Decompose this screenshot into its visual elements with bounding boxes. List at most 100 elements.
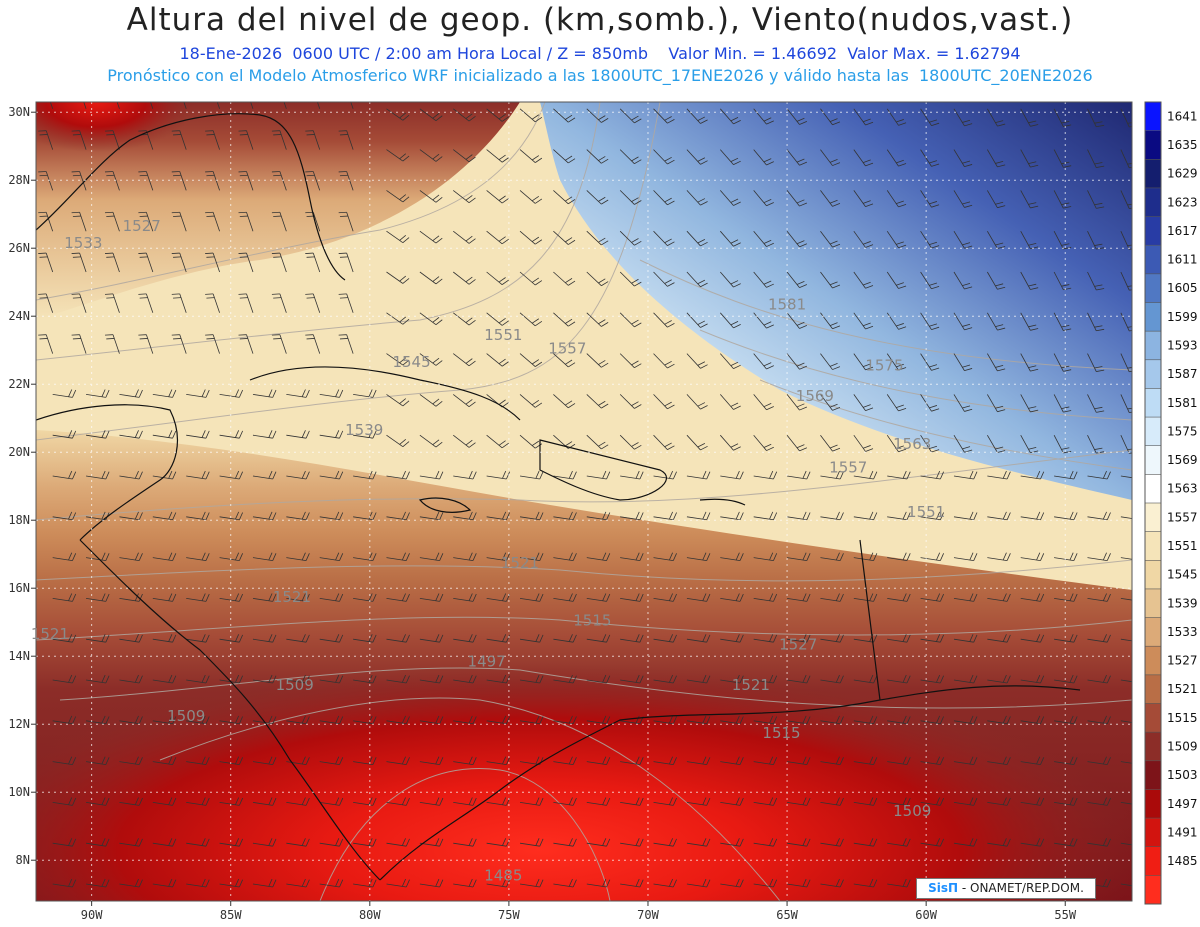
wind-barb xyxy=(186,389,210,398)
wind-barb xyxy=(119,715,143,725)
wind-barb xyxy=(619,108,642,124)
colorbar-swatch xyxy=(1145,187,1161,218)
wind-barb xyxy=(653,230,675,246)
wind-barb xyxy=(953,271,973,290)
colorbar-label: 1575 xyxy=(1167,424,1198,438)
wind-barb xyxy=(1087,108,1105,128)
wind-barb xyxy=(887,797,911,806)
credit-box: SisΠ - ONAMET/REP.DOM. xyxy=(916,878,1096,899)
colorbar-label: 1563 xyxy=(1167,482,1198,496)
wind-barb xyxy=(753,108,774,125)
colorbar-swatch xyxy=(1145,273,1161,303)
wind-barb xyxy=(52,838,77,847)
wind-barb xyxy=(519,838,544,847)
wind-barb xyxy=(887,715,911,725)
wind-barb xyxy=(1020,231,1039,250)
wind-barb xyxy=(486,312,509,326)
map-frame xyxy=(35,101,1133,902)
wind-barb xyxy=(620,797,644,806)
wind-barb xyxy=(419,190,443,203)
wind-barb xyxy=(987,394,1006,413)
wind-barb xyxy=(186,878,210,888)
wind-barb xyxy=(52,389,77,398)
lon-tick-label: 75W xyxy=(498,908,520,922)
wind-barb xyxy=(1120,638,1132,642)
wind-barb xyxy=(286,634,310,643)
wind-barb xyxy=(453,394,476,407)
wind-barb xyxy=(486,756,511,765)
wind-barb xyxy=(1053,271,1072,291)
colorbar-label: 1503 xyxy=(1167,768,1198,782)
wind-barb xyxy=(586,149,609,164)
wind-barb xyxy=(653,634,677,643)
wind-barb xyxy=(886,394,907,412)
wind-barb xyxy=(887,552,911,561)
wind-barb xyxy=(786,190,808,207)
wind-barb xyxy=(116,102,120,109)
wind-barb xyxy=(920,634,944,643)
wind-barb xyxy=(386,434,410,448)
wind-barb xyxy=(586,470,611,480)
wind-barb xyxy=(787,878,811,888)
wind-barb xyxy=(386,878,410,888)
wind-barb xyxy=(86,756,110,765)
wind-barb xyxy=(519,271,543,286)
wind-barb xyxy=(386,674,410,684)
wind-barb xyxy=(150,102,154,109)
wind-barb xyxy=(283,102,287,109)
wind-barb xyxy=(753,838,778,847)
wind-barb xyxy=(953,797,978,806)
wind-barb xyxy=(86,797,110,806)
wind-barb xyxy=(853,271,874,289)
wind-barb xyxy=(252,593,277,602)
colorbar-swatch xyxy=(1145,417,1161,447)
wind-barb xyxy=(453,434,476,448)
wind-barb xyxy=(305,171,321,191)
wind-barb xyxy=(653,756,677,765)
lat-tick-label: 30N xyxy=(8,105,30,119)
wind-barb xyxy=(853,797,878,806)
wind-barb xyxy=(219,878,244,888)
wind-barb xyxy=(1020,353,1039,372)
wind-barb xyxy=(305,130,321,150)
colorbar-swatch xyxy=(1145,588,1161,619)
wind-barb xyxy=(486,878,511,888)
wind-barb xyxy=(653,271,675,287)
wind-barb xyxy=(653,470,677,480)
wind-barb xyxy=(1120,761,1132,764)
wind-barb xyxy=(71,252,87,273)
wind-barb xyxy=(1053,231,1072,250)
wind-barb xyxy=(953,470,978,480)
wind-barb xyxy=(553,394,576,409)
wind-barb xyxy=(38,334,54,354)
wind-barb xyxy=(38,252,54,273)
wind-barb xyxy=(453,149,476,163)
colorbar-legend: 1641 1635 1629 1623 1617 1611 1605 1599 1593 1587… xyxy=(1144,101,1198,905)
wind-barb xyxy=(1087,353,1105,372)
wind-barb xyxy=(586,230,609,246)
wind-barb xyxy=(686,271,708,288)
wind-barb xyxy=(920,715,944,725)
lat-tick-label: 14N xyxy=(8,649,30,663)
wind-barb xyxy=(519,230,543,245)
wind-barb xyxy=(686,190,708,206)
wind-barb xyxy=(820,593,844,602)
wind-barb xyxy=(353,470,377,480)
wind-barb xyxy=(586,511,611,521)
wind-barb xyxy=(286,511,310,521)
wind-barb xyxy=(720,190,741,206)
colorbar-swatch xyxy=(1145,331,1161,361)
wind-barb xyxy=(753,756,778,765)
wind-barb xyxy=(519,394,543,408)
wind-barb xyxy=(252,756,277,765)
wind-barb xyxy=(353,430,377,439)
wind-barb xyxy=(119,511,143,521)
colorbar-label: 1551 xyxy=(1167,539,1198,553)
wind-barb xyxy=(86,389,110,398)
wind-barb xyxy=(619,271,642,287)
colorbar-label: 1605 xyxy=(1167,281,1198,295)
wind-barb xyxy=(52,715,77,725)
wind-barb xyxy=(1087,715,1111,725)
wind-barb xyxy=(386,230,410,244)
colorbar-swatch xyxy=(1145,102,1161,132)
